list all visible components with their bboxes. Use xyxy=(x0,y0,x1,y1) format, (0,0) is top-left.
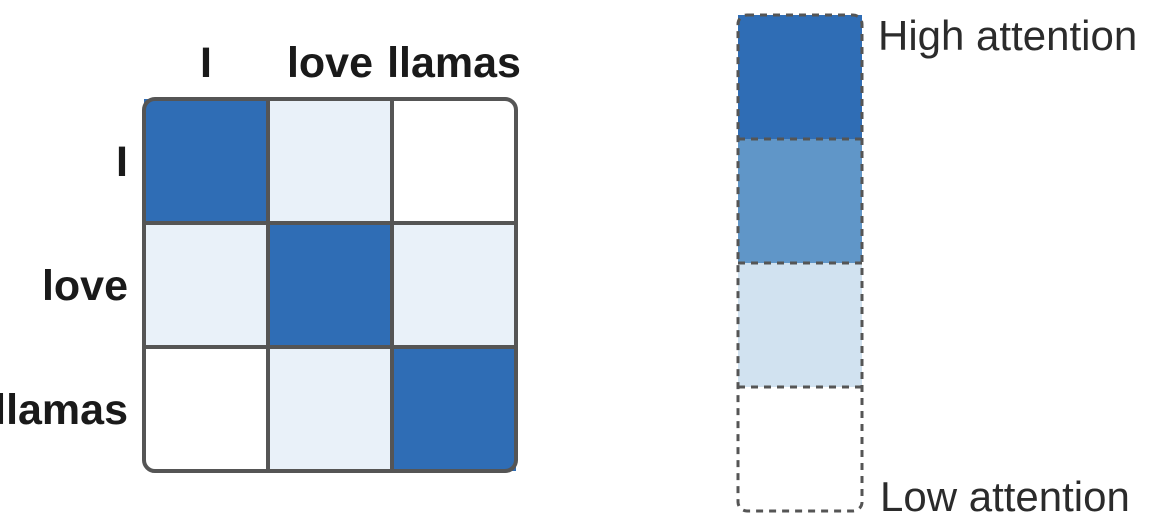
heatmap-cell-llamas-llamas xyxy=(392,347,516,471)
heatmap-cell-love-I xyxy=(144,223,268,347)
heatmap-cells xyxy=(144,99,516,471)
heatmap-cell-I-llamas xyxy=(392,99,516,223)
heatmap-cell-I-love xyxy=(268,99,392,223)
column-label-love: love xyxy=(287,39,373,87)
heatmap-cell-llamas-love xyxy=(268,347,392,471)
heatmap-cell-I-I xyxy=(144,99,268,223)
legend-swatch-level-3 xyxy=(738,15,862,139)
row-label-love: love xyxy=(42,262,128,310)
row-label-llamas: llamas xyxy=(0,386,128,434)
legend-swatch-level-2 xyxy=(738,139,862,263)
attention-legend: High attention Low attention xyxy=(736,12,1137,520)
heatmap-grid xyxy=(142,97,518,473)
heatmap-cell-llamas-I xyxy=(144,347,268,471)
column-label-I: I xyxy=(200,39,212,87)
column-label-llamas: llamas xyxy=(387,39,521,87)
legend-low-label: Low attention xyxy=(880,473,1130,520)
legend-swatch-level-1 xyxy=(738,263,862,387)
legend-swatches xyxy=(736,13,864,513)
legend-high-label: High attention xyxy=(878,12,1137,59)
row-label-I: I xyxy=(116,138,128,186)
heatmap-cell-love-llamas xyxy=(392,223,516,347)
heatmap-border xyxy=(142,97,518,473)
legend-swatch-level-0 xyxy=(738,387,862,511)
legend-outline xyxy=(736,13,864,513)
heatmap-cell-love-love xyxy=(268,223,392,347)
